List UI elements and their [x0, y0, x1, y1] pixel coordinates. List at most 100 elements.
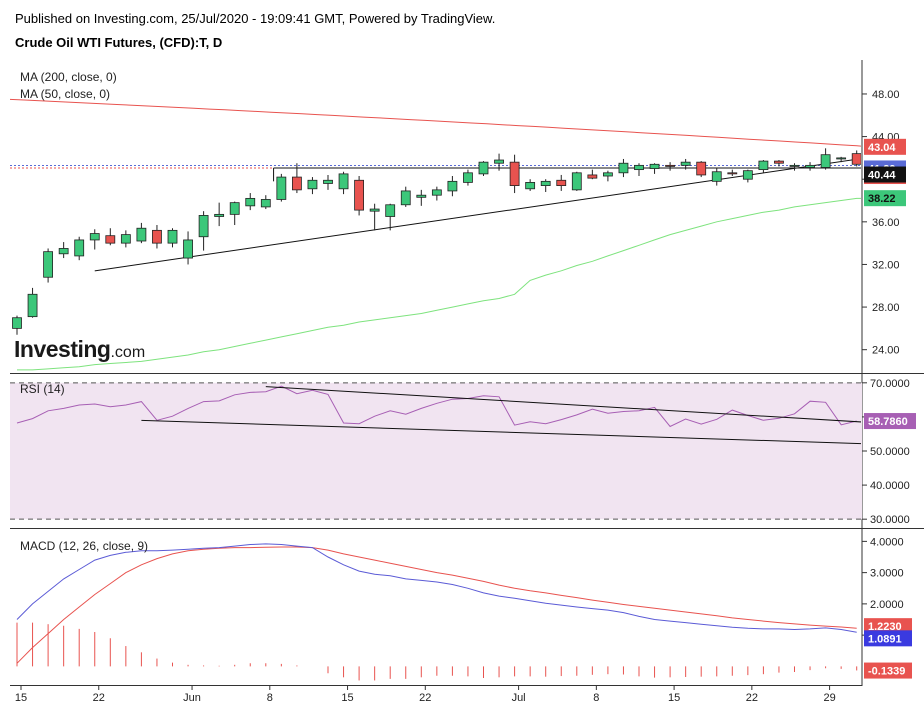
candle-up	[43, 251, 53, 278]
x-axis: 15 22 Jun 8 15 22 Jul 8 15 22 29	[15, 686, 836, 704]
candle-down	[354, 179, 365, 211]
rsi-band	[10, 382, 862, 520]
candle-up	[649, 163, 660, 169]
candle-up	[167, 229, 178, 244]
rsi-tick-label: 70.0000	[870, 378, 910, 390]
candle-down	[774, 160, 784, 164]
rsi-trendlines	[141, 386, 861, 445]
candle-up	[758, 160, 769, 171]
candle-up	[214, 213, 225, 217]
support-trendline	[94, 158, 861, 272]
x-tick-label: 15	[668, 692, 680, 704]
x-tick-label: 22	[419, 692, 431, 704]
candle-up	[571, 172, 582, 191]
close-value-tag-bg	[864, 166, 906, 183]
candle-up	[198, 215, 209, 238]
ma200-value-tag-bg	[864, 138, 906, 155]
rsi-value-tag: 58.7860	[868, 416, 908, 428]
price-tick-label: 24.00	[872, 345, 900, 357]
candle-up	[416, 194, 427, 198]
candle-up	[338, 173, 349, 190]
close-value-tag: 40.44	[868, 170, 896, 182]
candle-up	[276, 176, 287, 200]
signal-value-tag: 1.2230	[868, 621, 902, 633]
chart-title: Crude Oil WTI Futures, (CFD):T, D	[15, 35, 223, 50]
candle-down	[152, 229, 162, 244]
candle-up	[12, 317, 22, 329]
price-tick-label: 36.00	[872, 217, 900, 229]
x-tick-label: 29	[823, 692, 835, 704]
candle-up	[183, 239, 193, 259]
macd-signal-line	[16, 546, 857, 664]
x-tick-label: Jul	[512, 692, 526, 704]
candle-up	[431, 189, 442, 196]
candle-up	[711, 171, 722, 182]
candle-down	[696, 161, 707, 176]
candle-up	[447, 180, 458, 192]
candle-up	[805, 164, 815, 168]
candle-up	[618, 162, 629, 174]
x-tick-label: 8	[267, 692, 273, 704]
last-value-tags: 43.0441.2941.0540.4438.2258.78601.22301.…	[864, 138, 916, 679]
candle-up	[789, 164, 800, 167]
candle-up	[634, 164, 644, 171]
ma50-line	[17, 197, 861, 371]
candle-down	[665, 164, 675, 167]
x-tick-label: 8	[593, 692, 599, 704]
candle-up	[742, 170, 753, 180]
macd-histogram	[16, 622, 858, 681]
candle-down	[587, 174, 598, 179]
ma200-line	[10, 98, 861, 147]
rsi-tick-label: 40.0000	[870, 480, 910, 492]
candle-up	[58, 248, 69, 255]
candle-up	[478, 161, 489, 175]
candle-down	[105, 235, 116, 244]
candle-up	[494, 159, 504, 164]
ma200-value-tag: 43.04	[868, 142, 896, 154]
candle-up	[260, 199, 271, 208]
x-tick-label: 22	[746, 692, 758, 704]
candle-up	[385, 204, 396, 217]
price-tick-label: 32.00	[872, 259, 900, 271]
candle-up	[400, 190, 411, 206]
rsi-tick-label: 50.0000	[870, 446, 910, 458]
rsi-upper-trendline	[265, 386, 861, 423]
candle-up	[463, 172, 473, 183]
panel-frame	[10, 60, 924, 686]
candle-up	[245, 197, 256, 207]
x-tick-label: Jun	[183, 692, 201, 704]
candle-up	[323, 179, 333, 184]
rsi-lower-trendline	[141, 419, 861, 445]
candle-down	[291, 176, 302, 191]
candle-down	[509, 161, 520, 186]
ma50-value-tag: 38.22	[868, 193, 896, 205]
rsi-line	[16, 385, 857, 428]
macd-tick-label: 3.0000	[870, 568, 904, 580]
candle-up	[540, 180, 551, 187]
candle-up	[603, 172, 613, 177]
ma50-label: MA (50, close, 0)	[20, 87, 110, 101]
macd-line	[16, 543, 857, 633]
candle-up	[525, 182, 536, 190]
x-tick-label: 22	[93, 692, 105, 704]
candle-down	[851, 153, 861, 165]
candle-up	[89, 233, 100, 241]
candle-up	[680, 161, 691, 166]
candle-up	[74, 239, 85, 257]
price-tick-label: 28.00	[872, 302, 900, 314]
candle-up	[820, 154, 831, 168]
macd-tick-label: 4.0000	[870, 536, 904, 548]
candle-up	[120, 234, 131, 244]
candle-up	[27, 293, 38, 318]
histogram-value-tag: -0.1339	[868, 666, 905, 678]
ma200-label: MA (200, close, 0)	[20, 70, 117, 84]
histogram-value-tag-bg	[864, 662, 912, 679]
rsi-tick-label: 30.0000	[870, 514, 910, 526]
macd-label: MACD (12, 26, close, 9)	[20, 539, 148, 553]
candle-up	[136, 227, 147, 242]
ma50-value-tag-bg	[864, 190, 906, 207]
candle-up	[229, 202, 240, 215]
